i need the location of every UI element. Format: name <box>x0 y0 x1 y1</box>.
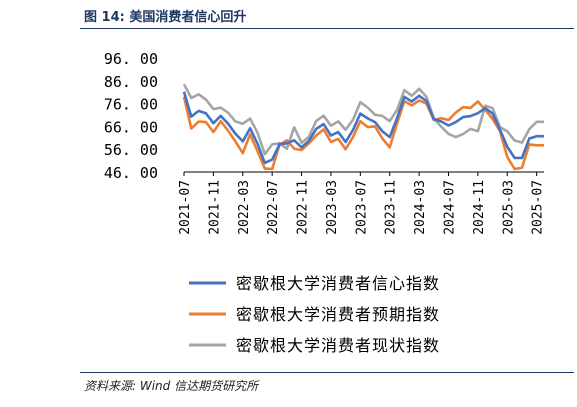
source-note: 资料来源: Wind 信达期货研究所 <box>84 379 259 393</box>
legend-label: 密歇根大学消费者现状指数 <box>236 336 440 355</box>
x-tick-label: 2022-11 <box>296 180 311 235</box>
x-tick-label: 2023-03 <box>325 180 340 235</box>
x-tick-label: 2022-07 <box>266 180 281 235</box>
series-line-0 <box>182 91 544 165</box>
title-divider <box>80 28 574 29</box>
series-lines <box>182 83 544 171</box>
source-divider <box>80 372 574 373</box>
y-axis: 96. 00 86. 00 76. 00 66. 00 56. 00 46. 00 <box>104 50 158 182</box>
x-tick-label: 2023-11 <box>384 180 399 235</box>
x-tick-label: 2025-03 <box>501 180 516 235</box>
x-axis: 2021-07 2021-11 2022-03 2022-07 2022-11 2023-… <box>178 172 546 235</box>
x-tick-label: 2021-07 <box>178 180 193 235</box>
y-tick-label: 86. 00 <box>104 73 158 91</box>
x-tick-label: 2024-11 <box>472 180 487 235</box>
legend-label: 密歇根大学消费者信心指数 <box>236 274 440 293</box>
legend-label: 密歇根大学消费者预期指数 <box>236 305 440 324</box>
x-tick-label: 2022-03 <box>237 180 252 235</box>
y-tick-label: 56. 00 <box>104 141 158 159</box>
x-tick-label: 2025-07 <box>531 180 546 235</box>
x-tick-label: 2023-07 <box>354 180 369 235</box>
x-tick-label: 2021-11 <box>207 180 222 235</box>
y-tick-label: 76. 00 <box>104 96 158 114</box>
y-tick-label: 96. 00 <box>104 50 158 68</box>
y-tick-label: 46. 00 <box>104 164 158 182</box>
y-tick-label: 66. 00 <box>104 118 158 136</box>
x-tick-label: 2024-07 <box>442 180 457 235</box>
x-tick-label: 2024-03 <box>413 180 428 235</box>
line-chart: 96. 00 86. 00 76. 00 66. 00 56. 00 46. 00 202… <box>104 50 546 355</box>
figure-title: 图 14: 美国消费者信心回升 <box>84 10 247 25</box>
